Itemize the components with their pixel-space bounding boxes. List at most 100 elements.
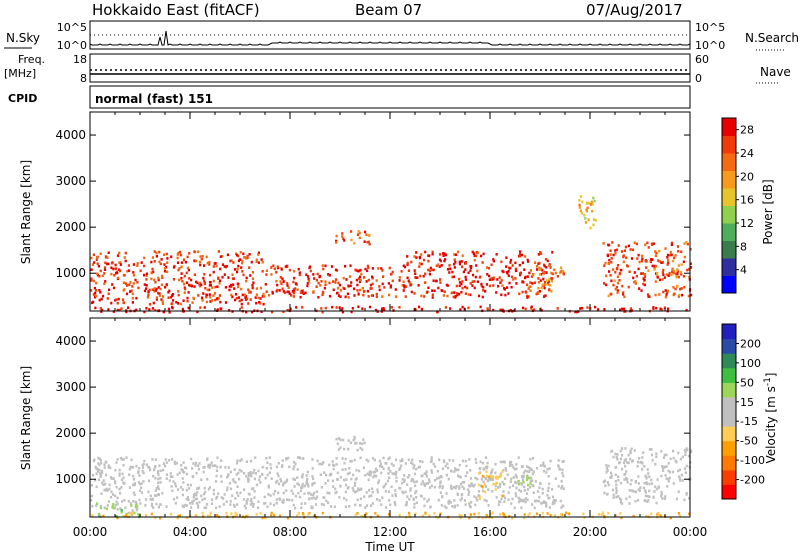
data-cell <box>489 474 492 478</box>
data-cell <box>411 458 414 462</box>
nave-label: Nave <box>760 65 791 79</box>
data-cell <box>481 516 484 520</box>
data-cell <box>643 273 647 276</box>
data-cell <box>313 277 316 280</box>
data-cell <box>543 286 546 290</box>
data-cell <box>531 472 534 476</box>
data-cell <box>249 459 253 463</box>
data-cell <box>190 457 193 461</box>
data-cell <box>485 470 488 474</box>
data-cell <box>226 253 229 257</box>
data-cell <box>339 446 342 450</box>
data-cell <box>348 467 351 470</box>
data-cell <box>500 497 503 500</box>
data-cell <box>229 503 232 506</box>
data-cell <box>143 459 146 463</box>
data-cell <box>469 505 472 509</box>
data-cell <box>399 459 402 463</box>
data-cell <box>129 281 132 284</box>
data-cell <box>500 293 503 297</box>
data-cell <box>350 230 353 233</box>
data-cell <box>131 292 134 296</box>
data-cell <box>390 306 393 309</box>
data-cell <box>162 310 165 313</box>
data-cell <box>217 276 220 280</box>
data-cell <box>621 447 624 450</box>
data-cell <box>408 513 411 517</box>
data-cell <box>176 256 179 260</box>
data-cell <box>341 232 344 235</box>
data-cell <box>610 474 613 477</box>
data-cell <box>133 493 136 497</box>
data-cell <box>442 254 445 257</box>
data-cell <box>529 485 532 489</box>
data-cell <box>472 252 475 255</box>
data-cell <box>480 284 483 288</box>
data-cell <box>662 268 665 272</box>
data-cell <box>650 448 653 451</box>
data-cell <box>245 257 248 260</box>
data-cell <box>653 264 656 268</box>
data-cell <box>126 270 129 273</box>
data-cell <box>236 503 239 506</box>
data-cell <box>204 286 207 290</box>
data-cell <box>286 284 289 287</box>
data-cell <box>454 253 457 256</box>
data-cell <box>323 496 326 499</box>
data-cell <box>529 467 532 470</box>
data-cell <box>624 458 628 461</box>
data-cell <box>171 489 174 493</box>
data-cell <box>387 457 390 461</box>
data-cell <box>461 481 464 484</box>
data-cell <box>610 279 613 283</box>
data-cell <box>673 269 676 273</box>
data-cell <box>100 308 104 312</box>
data-cell <box>447 477 450 481</box>
data-cell <box>101 481 104 485</box>
data-cell <box>106 489 110 492</box>
data-cell <box>684 471 687 474</box>
data-cell <box>225 511 228 515</box>
data-cell <box>305 273 308 276</box>
data-cell <box>526 498 529 502</box>
data-cell <box>252 471 255 475</box>
data-cell <box>616 458 619 461</box>
data-cell <box>125 292 129 296</box>
data-cell <box>634 490 638 494</box>
data-cell <box>107 292 110 296</box>
data-cell <box>611 241 614 244</box>
data-cell <box>347 439 350 442</box>
colorbar-swatch <box>722 240 736 259</box>
freq-tick-high: 18 <box>73 53 87 66</box>
data-cell <box>605 467 608 470</box>
noise-left-tick-high: 10^5 <box>57 21 87 34</box>
data-cell <box>233 268 237 271</box>
data-cell <box>660 494 663 498</box>
data-cell <box>523 485 526 489</box>
data-cell <box>361 287 364 290</box>
data-cell <box>353 437 356 440</box>
data-cell <box>685 309 688 312</box>
data-cell <box>358 469 361 473</box>
data-cell <box>643 278 646 282</box>
data-cell <box>590 200 593 204</box>
data-cell <box>374 470 377 474</box>
data-cell <box>401 284 404 287</box>
data-cell <box>469 513 472 516</box>
data-cell <box>227 276 230 279</box>
data-cell <box>535 512 539 516</box>
data-cell <box>171 475 174 478</box>
data-cell <box>325 499 328 503</box>
data-cell <box>650 258 653 261</box>
data-cell <box>103 488 106 492</box>
data-cell <box>176 496 179 499</box>
data-cell <box>98 274 101 278</box>
data-cell <box>362 293 365 297</box>
data-cell <box>212 488 215 492</box>
data-cell <box>153 290 156 293</box>
data-cell <box>200 494 203 498</box>
data-cell <box>316 495 319 499</box>
data-cell <box>403 265 407 269</box>
data-cell <box>480 485 484 488</box>
data-cell <box>354 513 357 517</box>
